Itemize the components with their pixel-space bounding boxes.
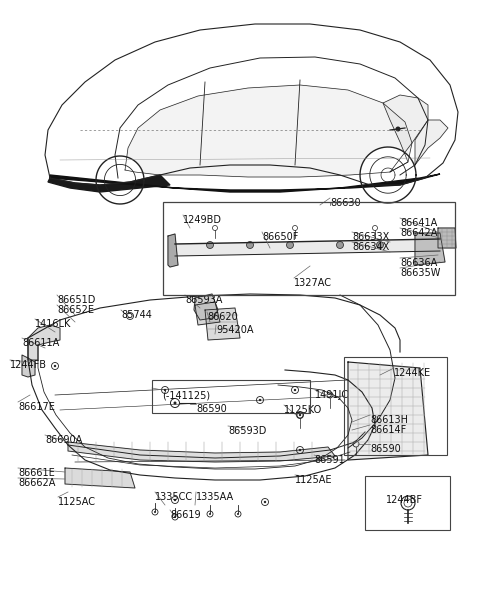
Text: 86614F: 86614F <box>370 425 406 435</box>
Text: 86650F: 86650F <box>262 232 299 242</box>
Text: 1491JC: 1491JC <box>315 390 349 400</box>
Circle shape <box>209 513 211 515</box>
Text: 1335CC: 1335CC <box>155 492 193 502</box>
Text: 86652E: 86652E <box>57 305 94 315</box>
Text: 86593A: 86593A <box>185 295 222 305</box>
Polygon shape <box>175 239 440 256</box>
Polygon shape <box>360 147 416 203</box>
Text: 86617E: 86617E <box>18 402 55 412</box>
Circle shape <box>54 365 56 367</box>
Text: 85744: 85744 <box>121 310 152 320</box>
Circle shape <box>174 499 176 501</box>
Bar <box>163 202 455 295</box>
Text: 1125KO: 1125KO <box>284 405 322 415</box>
Polygon shape <box>96 156 144 204</box>
Polygon shape <box>65 468 135 488</box>
Text: 86661E: 86661E <box>18 468 55 478</box>
Polygon shape <box>205 308 240 340</box>
Bar <box>344 357 447 455</box>
Circle shape <box>264 501 266 503</box>
Text: (-141125): (-141125) <box>162 390 210 400</box>
Circle shape <box>206 242 214 248</box>
Polygon shape <box>415 233 445 265</box>
Text: 86633X: 86633X <box>352 232 389 242</box>
Text: 1327AC: 1327AC <box>294 278 332 288</box>
Circle shape <box>299 449 301 451</box>
Circle shape <box>294 389 296 391</box>
Text: 1125AC: 1125AC <box>58 497 96 507</box>
Bar <box>152 380 310 413</box>
Text: 86619: 86619 <box>170 510 201 520</box>
Text: 86613H: 86613H <box>370 415 408 425</box>
Polygon shape <box>168 234 178 267</box>
Text: 86641A: 86641A <box>400 218 437 228</box>
Text: 1249BD: 1249BD <box>183 215 222 225</box>
Circle shape <box>154 511 156 513</box>
Text: 86651D: 86651D <box>57 295 96 305</box>
Circle shape <box>237 513 239 515</box>
Circle shape <box>164 389 166 391</box>
Circle shape <box>173 402 177 405</box>
Polygon shape <box>383 95 428 172</box>
Polygon shape <box>68 442 335 462</box>
Circle shape <box>299 414 301 416</box>
Text: 86630: 86630 <box>330 198 360 208</box>
Circle shape <box>247 242 253 248</box>
Circle shape <box>259 399 261 401</box>
Bar <box>365 476 450 530</box>
Text: 1416LK: 1416LK <box>35 319 72 329</box>
Text: 1335AA: 1335AA <box>196 492 234 502</box>
Polygon shape <box>195 302 220 325</box>
Text: 86690A: 86690A <box>45 435 82 445</box>
Polygon shape <box>28 325 60 360</box>
Text: 95420A: 95420A <box>216 325 253 335</box>
Text: 86642A: 86642A <box>400 228 437 238</box>
Text: 86620: 86620 <box>207 312 238 322</box>
Text: 1125AE: 1125AE <box>295 475 333 485</box>
Text: 86635W: 86635W <box>400 268 440 278</box>
Circle shape <box>376 242 384 248</box>
Polygon shape <box>194 294 218 320</box>
Text: 1244BF: 1244BF <box>386 495 423 505</box>
Text: 86611A: 86611A <box>22 338 59 348</box>
Circle shape <box>336 242 344 248</box>
Text: 1244KE: 1244KE <box>394 368 431 378</box>
Circle shape <box>396 126 400 132</box>
Polygon shape <box>125 85 412 177</box>
Polygon shape <box>22 355 35 377</box>
Text: 86591: 86591 <box>314 455 345 465</box>
Polygon shape <box>48 175 170 192</box>
Text: 86634X: 86634X <box>352 242 389 252</box>
Polygon shape <box>415 120 448 165</box>
Text: 86593D: 86593D <box>228 426 266 436</box>
Text: 86590: 86590 <box>196 404 227 414</box>
Polygon shape <box>438 228 456 248</box>
Circle shape <box>174 516 176 518</box>
Text: 86636A: 86636A <box>400 258 437 268</box>
Polygon shape <box>50 174 440 192</box>
Circle shape <box>287 242 293 248</box>
Text: 1244FB: 1244FB <box>10 360 47 370</box>
Polygon shape <box>348 362 428 460</box>
Text: 86662A: 86662A <box>18 478 55 488</box>
Text: 86590: 86590 <box>370 444 401 454</box>
